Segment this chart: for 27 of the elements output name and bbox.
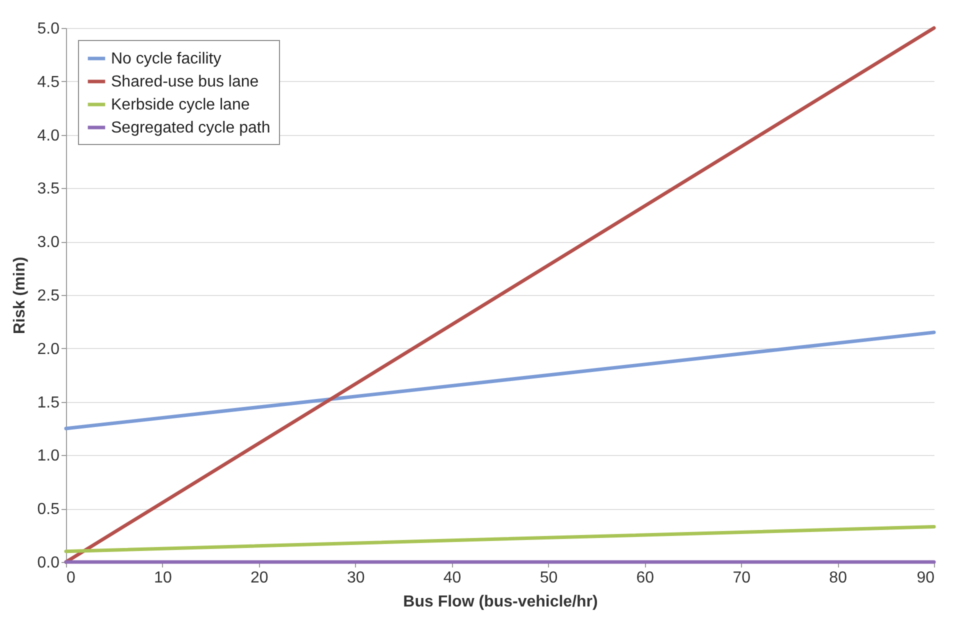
x-tick-label: 10 — [154, 570, 172, 586]
x-tick-label: 80 — [829, 570, 848, 586]
y-tick-label: 3.0 — [37, 234, 60, 252]
y-tick-label: 0.0 — [37, 554, 60, 572]
y-tick-label: 2.5 — [37, 288, 60, 304]
y-tick-label: 4.5 — [37, 74, 60, 91]
x-tick-label: 50 — [540, 570, 558, 586]
x-axis-title: Bus Flow (bus-vehicle/hr) — [403, 594, 598, 610]
y-tick-label: 1.0 — [37, 448, 60, 465]
y-tick-label: 5.0 — [37, 20, 60, 38]
legend-label: Shared-use bus lane — [111, 74, 259, 90]
y-axis-title: Risk (min) — [11, 256, 28, 334]
x-tick-label: 0 — [66, 570, 76, 586]
x-tick-label: 40 — [443, 570, 462, 586]
y-tick-label: 2.0 — [37, 340, 60, 358]
x-tick-label: 70 — [732, 570, 751, 586]
x-tick-label: 60 — [636, 570, 654, 586]
x-tick-label: 30 — [346, 570, 365, 586]
y-tick-label: 0.5 — [37, 501, 60, 518]
y-tick-label: 4.0 — [37, 127, 60, 144]
y-tick-label: 3.5 — [37, 180, 60, 198]
legend-label: No cycle facility — [111, 50, 222, 68]
legend-label: Segregated cycle path — [111, 120, 270, 136]
y-tick-label: 1.5 — [37, 394, 60, 412]
x-tick-label: 90 — [916, 570, 935, 586]
x-tick-label: 20 — [250, 570, 268, 586]
legend-label: Kerbside cycle lane — [111, 96, 250, 114]
